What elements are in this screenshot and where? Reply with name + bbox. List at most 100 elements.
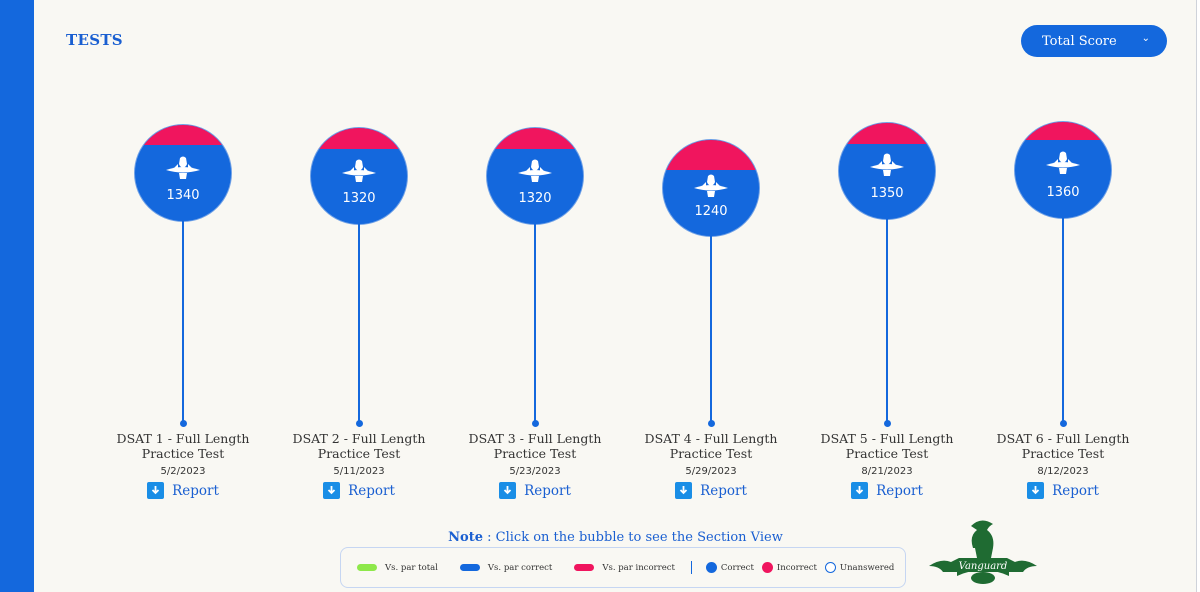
- score-bubble[interactable]: 1240: [663, 140, 759, 236]
- report-link[interactable]: Report: [269, 482, 449, 499]
- legend-item: Vs. par total: [357, 563, 438, 573]
- download-icon: [499, 482, 517, 499]
- dropdown-label: Total Score: [1042, 33, 1117, 49]
- test-item: 1340 DSAT 1 - Full Length Practice Test …: [93, 0, 273, 520]
- download-icon: [851, 482, 869, 499]
- report-label: Report: [876, 482, 923, 499]
- download-icon: [675, 482, 693, 499]
- report-link[interactable]: Report: [973, 482, 1153, 499]
- timeline-dot: [355, 420, 363, 427]
- test-name: DSAT 2 - Full Length Practice Test: [292, 431, 426, 461]
- knight-logo-icon: [518, 159, 552, 182]
- incorrect-segment: [839, 123, 935, 144]
- test-name: DSAT 3 - Full Length Practice Test: [468, 431, 602, 461]
- legend-divider: [690, 561, 692, 574]
- score-value: 1360: [1046, 185, 1080, 200]
- legend-item: Correct: [705, 562, 754, 573]
- test-name: DSAT 5 - Full Length Practice Test: [820, 431, 954, 461]
- score-value: 1320: [518, 191, 552, 206]
- legend-label: Correct: [720, 562, 754, 573]
- incorrect-segment: [311, 128, 407, 149]
- download-icon: [323, 482, 341, 499]
- legend-item: Unanswered: [824, 562, 895, 573]
- timeline-dot: [1059, 420, 1067, 427]
- incorrect-circle-icon: [761, 562, 773, 573]
- report-link[interactable]: Report: [93, 482, 273, 499]
- knight-logo-icon: [342, 159, 376, 182]
- sidebar: [0, 0, 34, 592]
- legend: Vs. par total Vs. par correct Vs. par in…: [340, 547, 906, 588]
- legend-label: Vs. par incorrect: [602, 562, 675, 573]
- correct-circle-icon: [705, 562, 717, 573]
- test-date: 5/29/2023: [685, 466, 737, 477]
- test-item: 1360 DSAT 6 - Full Length Practice Test …: [973, 0, 1153, 520]
- test-item: 1320 DSAT 2 - Full Length Practice Test …: [269, 0, 449, 520]
- incorrect-segment: [1015, 122, 1111, 140]
- report-link[interactable]: Report: [445, 482, 625, 499]
- score-bubble[interactable]: 1350: [839, 123, 935, 219]
- incorrect-segment: [135, 125, 231, 145]
- test-date: 5/23/2023: [509, 466, 561, 477]
- report-link[interactable]: Report: [621, 482, 801, 499]
- legend-label: Vs. par correct: [487, 562, 553, 573]
- timeline-dot: [179, 420, 187, 427]
- report-label: Report: [172, 482, 219, 499]
- note-body: : Click on the bubble to see the Section…: [487, 530, 783, 545]
- download-icon: [147, 482, 165, 499]
- note-prefix: Note: [448, 530, 484, 545]
- report-label: Report: [1052, 482, 1099, 499]
- timeline-stem: [710, 236, 712, 421]
- score-value: 1240: [694, 204, 728, 219]
- svg-text:Vanguard: Vanguard: [959, 561, 1008, 572]
- report-label: Report: [348, 482, 395, 499]
- test-date: 8/21/2023: [861, 466, 913, 477]
- test-item: 1350 DSAT 5 - Full Length Practice Test …: [797, 0, 977, 520]
- legend-label: Incorrect: [776, 562, 817, 573]
- blue-swatch: [459, 564, 480, 571]
- score-value: 1340: [166, 188, 200, 203]
- test-name: DSAT 4 - Full Length Practice Test: [644, 431, 778, 461]
- download-icon: [1027, 482, 1045, 499]
- report-label: Report: [524, 482, 571, 499]
- page-title: TESTS: [66, 31, 123, 49]
- test-item: 1320 DSAT 3 - Full Length Practice Test …: [445, 0, 625, 520]
- timeline-stem: [182, 221, 184, 421]
- knight-logo-icon: [870, 153, 904, 176]
- score-bubble[interactable]: 1340: [135, 125, 231, 221]
- legend-label: Unanswered: [839, 562, 895, 573]
- report-label: Report: [700, 482, 747, 499]
- unanswered-circle-icon: [824, 562, 836, 573]
- timeline-stem: [1062, 218, 1064, 421]
- score-bubble[interactable]: 1360: [1015, 122, 1111, 218]
- test-name: DSAT 1 - Full Length Practice Test: [116, 431, 250, 461]
- incorrect-segment: [663, 140, 759, 170]
- knight-logo-icon: [166, 156, 200, 179]
- report-link[interactable]: Report: [797, 482, 977, 499]
- timeline-stem: [534, 224, 536, 421]
- test-date: 8/12/2023: [1037, 466, 1089, 477]
- incorrect-segment: [487, 128, 583, 149]
- test-date: 5/11/2023: [333, 466, 385, 477]
- vanguard-logo: Vanguard: [929, 520, 1037, 584]
- test-item: 1240 DSAT 4 - Full Length Practice Test …: [621, 0, 801, 520]
- chevron-down-icon: ⌄: [1141, 33, 1150, 44]
- green-swatch: [357, 564, 377, 571]
- timeline-dot: [883, 420, 891, 427]
- legend-item: Vs. par incorrect: [574, 563, 675, 573]
- note-text: Note : Click on the bubble to see the Se…: [34, 530, 1197, 545]
- pink-swatch: [574, 564, 595, 571]
- test-timeline: 1340 DSAT 1 - Full Length Practice Test …: [34, 0, 1197, 592]
- score-value: 1320: [342, 191, 376, 206]
- score-bubble[interactable]: 1320: [487, 128, 583, 224]
- timeline-dot: [531, 420, 539, 427]
- knight-logo-icon: [1046, 151, 1080, 174]
- score-type-dropdown[interactable]: Total Score ⌄: [1021, 25, 1167, 57]
- legend-item: Vs. par correct: [459, 562, 553, 573]
- score-value: 1350: [870, 186, 904, 201]
- score-bubble[interactable]: 1320: [311, 128, 407, 224]
- legend-label: Vs. par total: [385, 562, 438, 573]
- timeline-stem: [886, 219, 888, 421]
- timeline-dot: [707, 420, 715, 427]
- timeline-stem: [358, 224, 360, 421]
- main-content: TESTS Total Score ⌄ 1340 DSAT 1 - Full L…: [34, 0, 1197, 592]
